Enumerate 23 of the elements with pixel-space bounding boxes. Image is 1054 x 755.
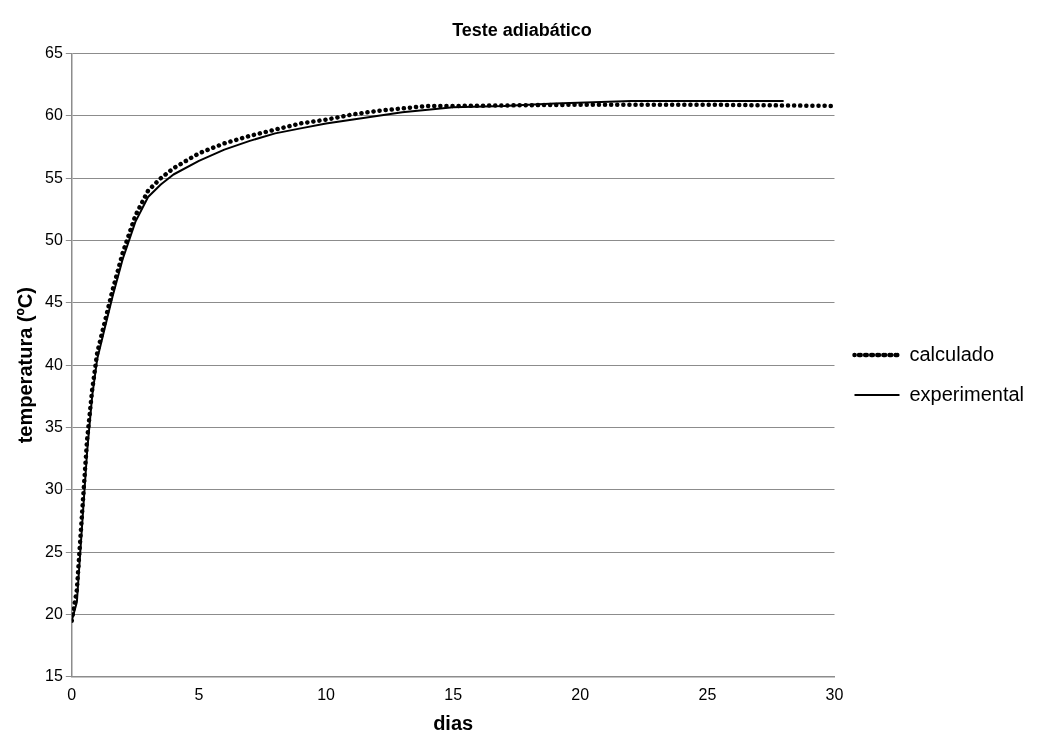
x-tick-label: 5 [194, 685, 204, 703]
y-tick-label: 45 [45, 293, 63, 311]
y-tick-label: 20 [45, 604, 63, 622]
y-tick-label: 35 [45, 417, 63, 435]
x-tick-label: 15 [444, 685, 463, 703]
legend-label: experimental [909, 382, 1025, 405]
y-tick-label: 25 [45, 542, 63, 560]
y-tick-label: 15 [45, 667, 63, 685]
y-axis-title: temperatura (ºC) [13, 287, 36, 444]
y-tick-label: 60 [45, 106, 63, 124]
y-tick-label: 30 [45, 480, 63, 498]
y-tick-label: 65 [45, 44, 63, 62]
y-tick-label: 50 [45, 230, 63, 248]
x-tick-label: 25 [698, 685, 717, 703]
x-tick-label: 20 [571, 685, 590, 703]
y-tick-label: 40 [45, 355, 63, 373]
x-tick-label: 10 [317, 685, 336, 703]
x-axis-title: dias [433, 711, 474, 734]
chart-title: Teste adiabático [452, 19, 592, 40]
x-tick-label: 0 [67, 685, 77, 703]
legend-label: calculado [909, 342, 995, 365]
y-tick-label: 55 [45, 168, 63, 186]
x-tick-label: 30 [825, 685, 844, 703]
